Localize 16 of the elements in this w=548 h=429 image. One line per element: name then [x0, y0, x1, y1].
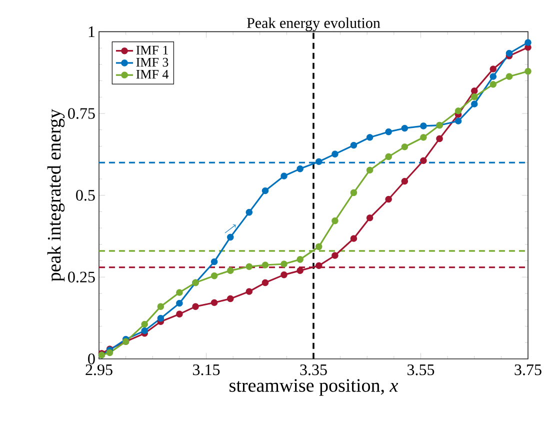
x-tick-label: 3.35: [300, 364, 327, 376]
y-axis-title: peak integrated energy: [47, 109, 65, 282]
y-tick-label: 1: [88, 26, 95, 37]
x-axis-title: streamwise position, x: [230, 379, 398, 396]
y-tick-label: 0.5: [76, 190, 95, 201]
y-tick-label: 0.25: [68, 272, 95, 283]
x-tick-label: 2.95: [86, 364, 112, 376]
x-tick-label: 3.75: [514, 364, 542, 376]
x-tick-label: 3.55: [408, 364, 434, 376]
y-tick-label: 0: [88, 354, 95, 364]
legend-label: IMF 3: [136, 58, 168, 67]
legend-label: IMF 1: [136, 46, 168, 54]
x-tick-label: 3.15: [193, 364, 220, 376]
legend-label: IMF 4: [136, 70, 169, 79]
y-tick-label: 0.75: [68, 108, 95, 119]
chart-title: Peak energy evolution: [247, 18, 380, 32]
